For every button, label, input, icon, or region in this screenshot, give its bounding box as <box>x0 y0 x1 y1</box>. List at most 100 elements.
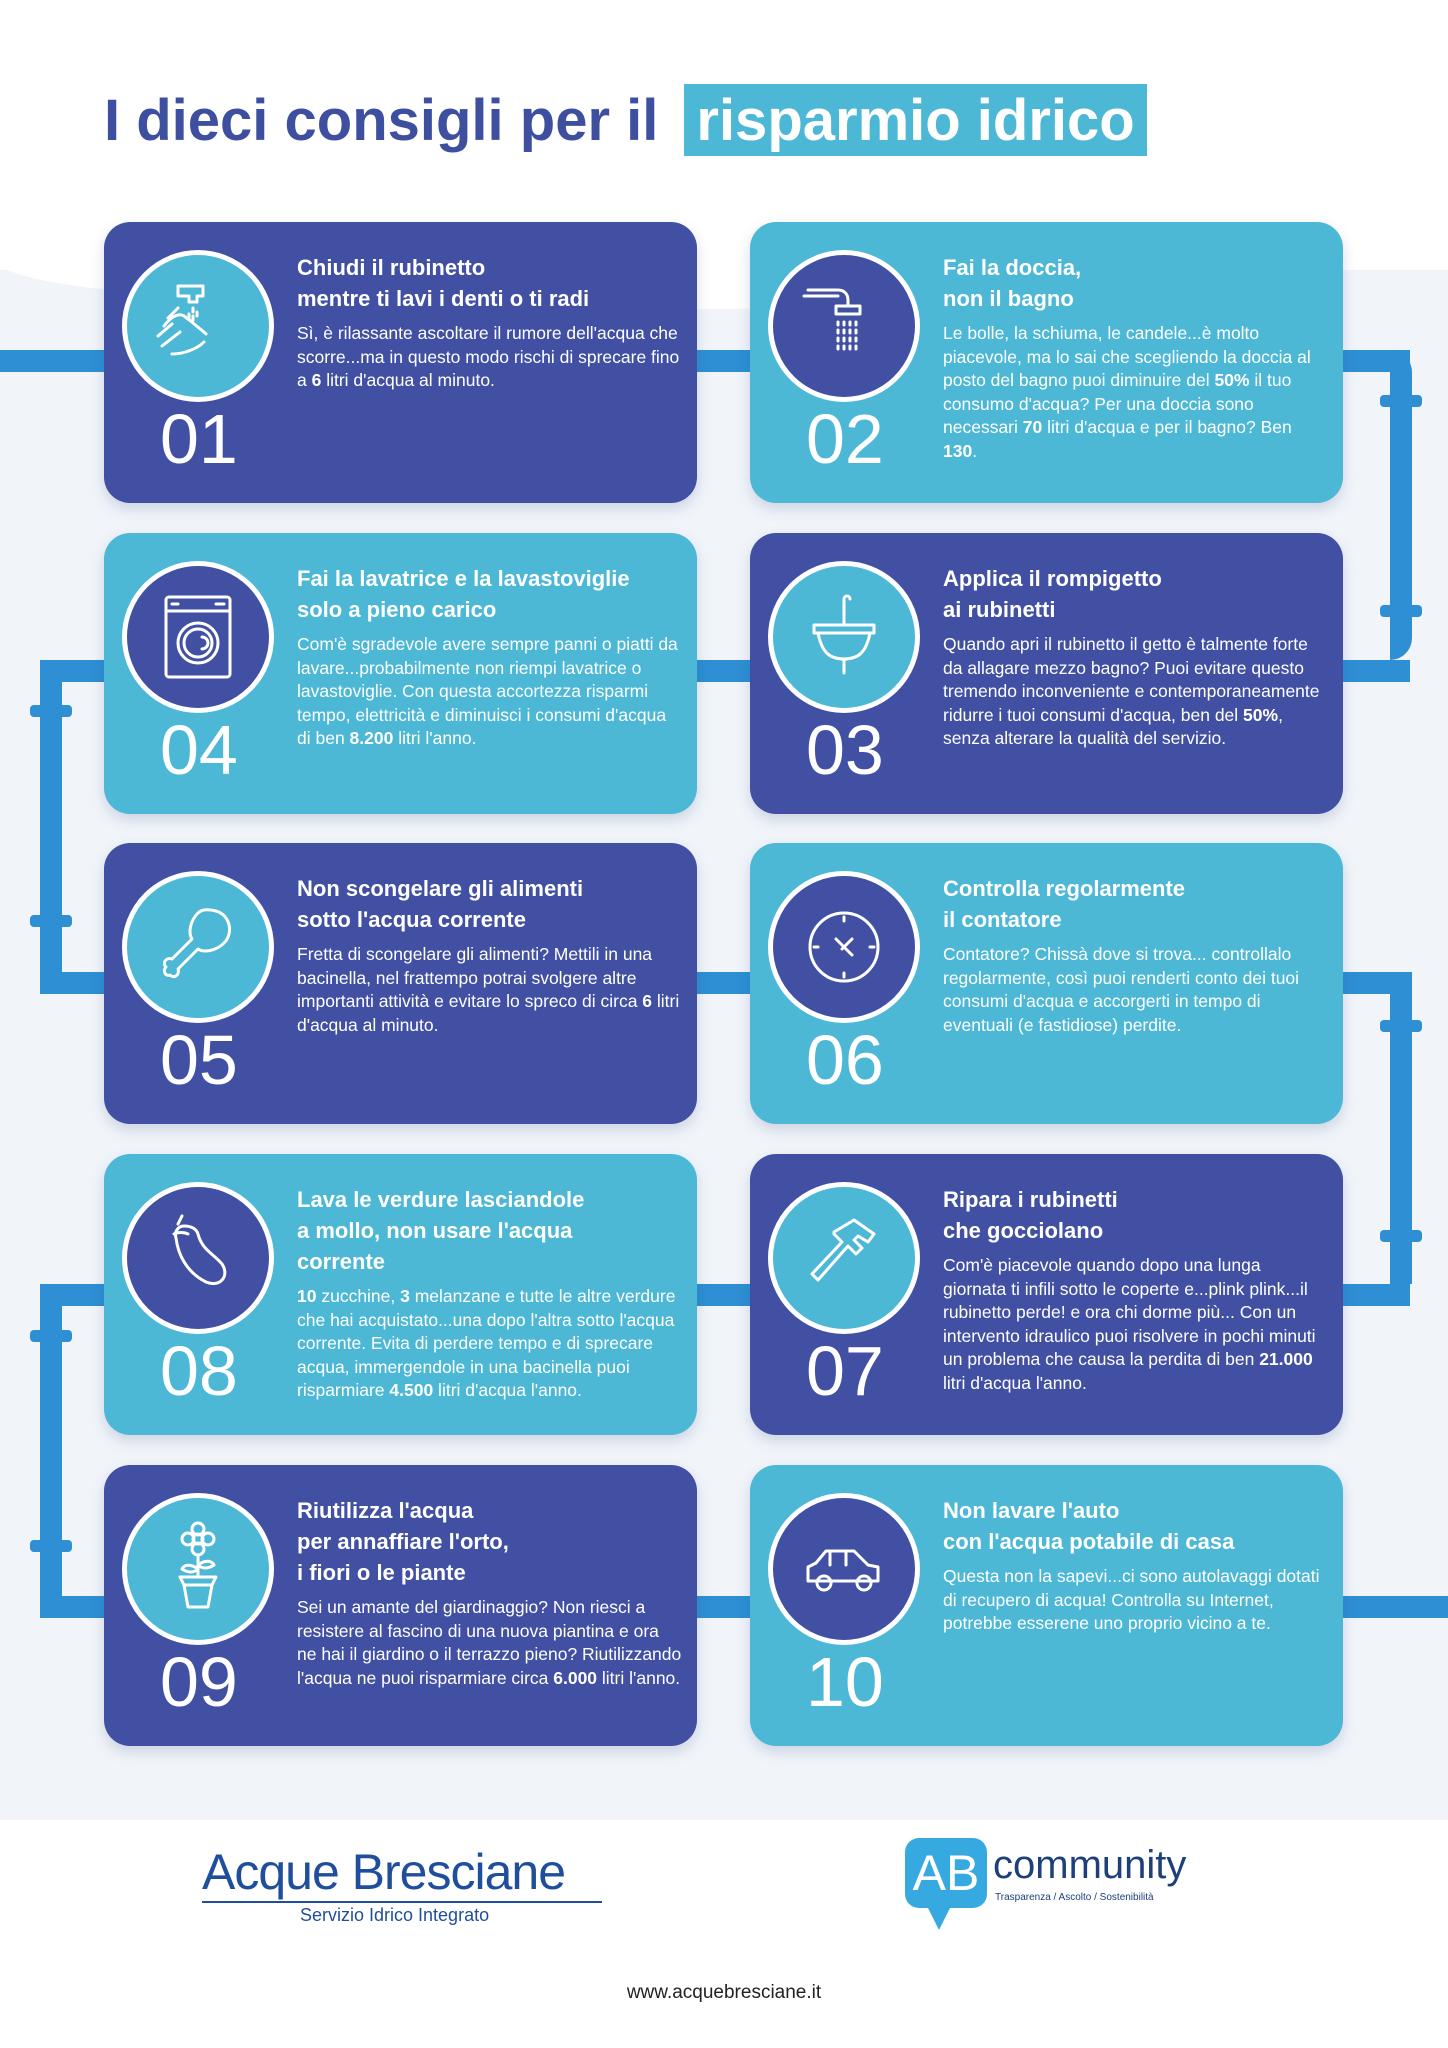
body-text: Quando apri il rubinetto il getto è talm… <box>943 634 1320 725</box>
tip-number: 08 <box>160 1332 238 1410</box>
icon-circle <box>768 871 920 1023</box>
tip-title-line: a mollo, non usare l'acqua <box>297 1218 573 1243</box>
tip-body: Com'è sgradevole avere sempre panni o pi… <box>297 633 682 751</box>
body-text: litri d'acqua e per il bagno? Ben <box>1042 417 1292 437</box>
tip-title-line: che gocciolano <box>943 1218 1104 1243</box>
chicken-leg-icon <box>162 908 232 979</box>
tip-body: Contatore? Chissà dove si trova... contr… <box>943 943 1328 1037</box>
tip-title-line: i fiori o le piante <box>297 1560 466 1585</box>
tip-card-10: 10 Non lavare l'auto con l'acqua potabile … <box>750 1465 1343 1746</box>
car-icon <box>806 1549 880 1592</box>
tip-title: Non lavare l'auto con l'acqua potabile di… <box>943 1495 1333 1557</box>
highlight-value: 50% <box>1214 370 1250 390</box>
tip-title-line: mentre ti lavi i denti o ti radi <box>297 286 590 311</box>
icon-circle <box>768 1182 920 1334</box>
tip-number: 07 <box>806 1332 884 1410</box>
tip-title-line: solo a pieno carico <box>297 597 497 622</box>
tip-title-line: Ripara i rubinetti <box>943 1187 1118 1212</box>
tip-body: Quando apri il rubinetto il getto è talm… <box>943 633 1328 751</box>
eggplant-icon <box>172 1214 227 1285</box>
tip-title-line: il contatore <box>943 907 1062 932</box>
tip-number: 09 <box>160 1643 238 1721</box>
acque-bresciane-logo: Acque Bresciane Servizio Idrico Integrat… <box>202 1843 602 1927</box>
page-title: I dieci consigli per il risparmio idrico <box>104 80 1147 160</box>
tip-body: Sì, è rilassante ascoltare il rumore del… <box>297 322 682 393</box>
highlight-value: 10 <box>297 1286 317 1306</box>
tip-number: 05 <box>160 1021 238 1099</box>
highlight-value: 8.200 <box>349 728 394 748</box>
tip-card-05: 05 Non scongelare gli alimenti sotto l'acq… <box>104 843 697 1124</box>
tip-title-line: con l'acqua potabile di casa <box>943 1529 1235 1554</box>
tip-body: Com'è piacevole quando dopo una lunga gi… <box>943 1254 1328 1395</box>
community-tagline: Trasparenza / Ascolto / Sostenibilità <box>995 1892 1154 1903</box>
tip-card-08: 08 Lava le verdure lasciandole a mollo, no… <box>104 1154 697 1435</box>
body-text: Sei un amante del giardinaggio? Non ries… <box>297 1597 682 1688</box>
tip-title-line: Chiudi il rubinetto <box>297 255 486 280</box>
body-text: Com'è sgradevole avere sempre panni o pi… <box>297 634 678 748</box>
tip-title-line: non il bagno <box>943 286 1074 311</box>
tip-card-02: 02 Fai la doccia, non il bagno Le bolle, la… <box>750 222 1343 503</box>
highlight-value: 6 <box>311 370 322 390</box>
tip-card-09: 09 Riutilizza l'acqua per annaffiare l'ort… <box>104 1465 697 1746</box>
tip-body: Sei un amante del giardinaggio? Non ries… <box>297 1596 682 1690</box>
tip-number: 10 <box>806 1643 884 1721</box>
tip-card-07: 07 Ripara i rubinetti che gocciolano Com'è … <box>750 1154 1343 1435</box>
tip-title-line: per annaffiare l'orto, <box>297 1529 509 1554</box>
tip-title: Ripara i rubinetti che gocciolano <box>943 1184 1333 1246</box>
body-text: litri d'acqua al minuto. <box>297 991 680 1035</box>
title-highlight: risparmio idrico <box>684 84 1147 156</box>
tip-title: Applica il rompigetto ai rubinetti <box>943 563 1333 625</box>
icon-circle <box>122 561 274 713</box>
highlight-value: 3 <box>400 1286 410 1306</box>
tip-number: 01 <box>160 400 238 478</box>
body-text: Le bolle, la schiuma, le candele...è mol… <box>943 323 1311 390</box>
highlight-value: 6 <box>642 991 653 1011</box>
flower-pot-icon <box>178 1521 218 1609</box>
body-text: litri l'anno. <box>597 1667 681 1688</box>
title-part1: I dieci consigli per il <box>104 87 659 153</box>
body-text: il tuo consumo d'acqua? Per una doccia s… <box>943 370 1292 437</box>
tip-title-line: Non scongelare gli alimenti <box>297 876 584 901</box>
body-text: Contatore? Chissà dove si trova... contr… <box>943 944 1300 1035</box>
tip-title: Riutilizza l'acqua per annaffiare l'orto,… <box>297 1495 687 1588</box>
body-text: , senza alterare la qualità del servizio… <box>943 704 1283 749</box>
tip-title-line: Fai la lavatrice e la lavastoviglie <box>297 566 630 591</box>
washing-machine-icon <box>164 595 232 679</box>
tip-body: Fretta di scongelare gli alimenti? Metti… <box>297 943 682 1037</box>
body-text: zucchine, <box>316 1286 401 1306</box>
tip-number: 03 <box>806 711 884 789</box>
body-text: . <box>972 440 978 461</box>
tip-title-line: Fai la doccia, <box>943 255 1082 280</box>
body-text: litri d'acqua al minuto. <box>321 370 495 390</box>
tip-title: Fai la lavatrice e la lavastoviglie solo … <box>297 563 687 625</box>
highlight-value: 21.000 <box>1259 1349 1313 1369</box>
tip-title: Controlla regolarmente il contatore <box>943 873 1333 935</box>
tip-title-line: corrente <box>297 1249 386 1274</box>
community-name: community <box>993 1843 1187 1887</box>
body-text: Sì, è rilassante ascoltare il rumore del… <box>297 323 680 390</box>
sink-icon <box>812 594 876 675</box>
icon-circle <box>122 1493 274 1645</box>
speech-bubble-icon: AB <box>905 1838 987 1930</box>
tip-title-line: Non lavare l'auto <box>943 1498 1120 1523</box>
tip-card-06: 06 Controlla regolarmente il contatore Cont… <box>750 843 1343 1124</box>
website-link[interactable]: www.acquebresciane.it <box>626 1982 822 2003</box>
body-text: litri l'anno. <box>393 728 477 748</box>
clock-meter-icon <box>808 911 880 983</box>
tip-title: Fai la doccia, non il bagno <box>943 252 1333 314</box>
highlight-value: 50% <box>1243 704 1279 725</box>
tip-body: 10 zucchine, 3 melanzane e tutte le altr… <box>297 1285 682 1403</box>
body-text: litri d'acqua l'anno. <box>433 1380 582 1400</box>
icon-circle <box>768 561 920 713</box>
body-text: Questa non la sapevi...ci sono autolavag… <box>943 1566 1320 1633</box>
tip-title-line: Applica il rompigetto <box>943 566 1162 591</box>
tip-title-line: Controlla regolarmente <box>943 876 1186 901</box>
footer <box>0 1820 1448 2048</box>
tip-card-03: 03 Applica il rompigetto ai rubinetti Quand… <box>750 533 1343 814</box>
tip-title-line: ai rubinetti <box>943 597 1056 622</box>
icon-circle <box>122 250 274 402</box>
highlight-value: 130 <box>943 440 973 461</box>
tip-title: Lava le verdure lasciandole a mollo, non … <box>297 1184 687 1277</box>
tip-card-01: 01 Chiudi il rubinetto mentre ti lavi i de… <box>104 222 697 503</box>
logo-subtitle: Servizio Idrico Integrato <box>300 1905 490 1925</box>
